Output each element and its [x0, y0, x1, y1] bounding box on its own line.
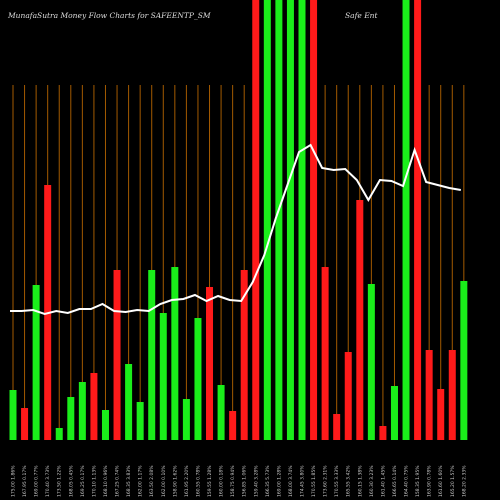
bar: [402, 0, 410, 440]
x-tick-label: 173.60 2.31%: [323, 465, 329, 497]
x-tick-label: 160.30 3.23%: [369, 465, 375, 497]
bar: [321, 267, 329, 440]
bar: [90, 373, 98, 440]
bar: [344, 352, 352, 440]
bar: [171, 267, 179, 440]
bar: [159, 313, 167, 440]
bar: [194, 318, 202, 440]
chart-title: MunafaSutra Money Flow Charts for SAFEEN…: [7, 11, 211, 20]
bar: [21, 408, 29, 440]
x-tick-label: 168.05 0.45%: [68, 465, 74, 497]
x-tick-label: 168.00 3.74%: [288, 465, 294, 497]
x-tick-label: 158.35 1.95%: [415, 465, 421, 497]
bar: [275, 0, 283, 440]
x-tick-label: 175.00 1.86%: [11, 465, 17, 497]
x-tick-label: 174.45 3.80%: [300, 465, 306, 497]
bar: [9, 390, 17, 440]
bar: [310, 0, 318, 440]
bar: [113, 270, 121, 440]
bar: [217, 385, 225, 440]
x-tick-label: 167.25 0.74%: [115, 465, 121, 497]
x-tick-label: 163.90 0.78%: [427, 465, 433, 497]
bar: [414, 0, 422, 440]
bar: [229, 411, 237, 440]
x-tick-label: 160.15 1.38%: [357, 465, 363, 497]
chart-subtitle: Safe Ent: [345, 11, 379, 20]
bar: [379, 426, 387, 440]
x-tick-label: 161.40 1.45%: [380, 465, 386, 497]
bar: [437, 389, 445, 440]
x-tick-label: 160.55 0.78%: [195, 465, 201, 497]
x-tick-label: 162.00 0.10%: [161, 465, 167, 497]
bar: [182, 399, 190, 440]
x-tick-label: 161.60 1.60%: [438, 465, 444, 497]
bar: [356, 200, 364, 440]
x-tick-label: 170.55 1.85%: [311, 465, 317, 497]
bar: [101, 410, 109, 440]
bar: [286, 0, 294, 440]
x-tick-label: 170.10 1.13%: [91, 465, 97, 497]
bar: [333, 414, 341, 440]
bar: [136, 402, 144, 440]
bar: [67, 397, 75, 440]
bar: [298, 0, 306, 440]
bar: [460, 281, 468, 440]
x-tick-label: 167.95 0.17%: [22, 465, 28, 497]
bar: [78, 382, 86, 440]
x-tick-label: 170.55 3.33%: [334, 465, 340, 497]
x-labels: 175.00 1.86% 167.95 0.17% 169.00 0.77% 170.…: [11, 465, 468, 497]
x-tick-label: 170.40 3.73%: [45, 465, 51, 497]
bar: [32, 285, 40, 440]
line-layer: [10, 143, 462, 316]
bar: [252, 0, 260, 440]
bar: [148, 270, 156, 440]
bar: [448, 350, 456, 440]
x-tick-label: 168.20 2.33%: [461, 465, 467, 497]
bar: [240, 270, 248, 440]
bar: [206, 287, 214, 440]
x-tick-label: 169.00 0.77%: [34, 465, 40, 497]
bar: [263, 0, 271, 440]
x-tick-label: 161.95 2.20%: [184, 465, 190, 497]
x-tick-label: 164.40 0.75%: [404, 465, 410, 497]
x-tick-label: 159.55 1.28%: [207, 465, 213, 497]
bar: [367, 284, 375, 440]
x-tick-label: 156.85 1.06%: [242, 465, 248, 497]
x-tick-label: 169.25 0.17%: [80, 465, 86, 497]
x-tick-label: 158.75 0.94%: [230, 465, 236, 497]
price-line: [10, 143, 462, 316]
bar: [125, 364, 133, 440]
x-tick-label: 163.50 2.08%: [149, 465, 155, 497]
x-tick-label: 165.55 3.42%: [346, 465, 352, 497]
x-tick-label: 160.00 0.18%: [219, 465, 225, 497]
x-tick-label: 168.35 3.83%: [126, 465, 132, 497]
bar: [425, 350, 433, 440]
x-tick-label: 162.00 1.17%: [138, 465, 144, 497]
x-tick-label: 166.65 0.14%: [392, 465, 398, 497]
x-tick-label: 159.40 3.28%: [253, 465, 259, 497]
bar: [55, 428, 63, 440]
x-tick-label: 169.00 1.28%: [276, 465, 282, 497]
x-tick-label: 168.10 0.96%: [103, 465, 109, 497]
x-tick-label: 165.20 1.57%: [450, 465, 456, 497]
x-tick-label: 166.35 5.73%: [265, 465, 271, 497]
bar: [390, 386, 398, 440]
x-tick-label: 173.50 1.22%: [57, 465, 63, 497]
x-tick-label: 158.90 1.62%: [172, 465, 178, 497]
